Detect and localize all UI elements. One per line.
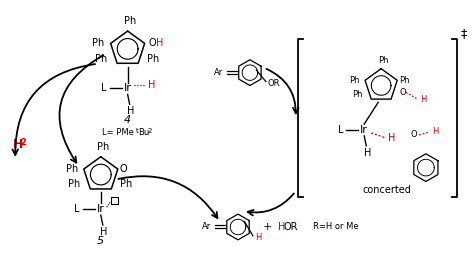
Text: O: O: [399, 88, 406, 97]
Text: Ph: Ph: [120, 179, 132, 189]
Text: Bu: Bu: [138, 129, 150, 138]
Text: concerted: concerted: [363, 185, 411, 195]
Text: Ir: Ir: [360, 125, 368, 135]
Text: 5: 5: [97, 236, 104, 246]
Text: t: t: [136, 128, 138, 134]
Text: Ph: Ph: [146, 54, 159, 64]
Text: Ph: Ph: [94, 54, 107, 64]
Text: Ir: Ir: [124, 83, 132, 93]
Text: Ph: Ph: [124, 16, 136, 26]
Text: H: H: [432, 128, 438, 136]
Text: Ph: Ph: [97, 142, 109, 152]
Text: 4: 4: [124, 115, 131, 125]
Text: R=H or Me: R=H or Me: [312, 222, 358, 231]
Text: Ph: Ph: [349, 76, 359, 85]
Text: OR: OR: [284, 222, 298, 232]
Text: OR: OR: [268, 79, 280, 88]
Text: Ph: Ph: [352, 90, 362, 99]
Text: H: H: [364, 148, 371, 158]
Text: O: O: [148, 38, 156, 48]
Text: $\ddagger$: $\ddagger$: [460, 27, 468, 41]
Text: L: L: [74, 204, 80, 214]
Text: Ph: Ph: [66, 164, 78, 174]
Text: H: H: [156, 38, 164, 48]
Text: H: H: [255, 233, 261, 242]
Text: H: H: [388, 133, 395, 143]
Text: Ph: Ph: [399, 76, 410, 85]
Text: L: L: [338, 125, 343, 135]
Text: Ph: Ph: [68, 179, 80, 189]
Text: H: H: [127, 106, 134, 116]
Text: +: +: [263, 222, 273, 232]
Text: H: H: [147, 80, 155, 90]
Text: L= PMe: L= PMe: [102, 129, 134, 138]
Text: L: L: [101, 83, 107, 93]
Text: O: O: [411, 130, 418, 139]
Text: Ar: Ar: [214, 68, 223, 77]
Text: 2: 2: [20, 138, 26, 147]
Text: O: O: [120, 164, 128, 174]
Text: Ir: Ir: [97, 204, 105, 214]
Text: H: H: [100, 227, 108, 237]
Text: Ph: Ph: [91, 38, 104, 48]
Text: Ar: Ar: [202, 222, 211, 231]
Text: H: H: [13, 138, 24, 151]
Text: 2: 2: [147, 128, 152, 134]
Text: H: H: [420, 95, 426, 104]
Text: Ph: Ph: [378, 56, 388, 65]
Text: H: H: [278, 222, 285, 232]
